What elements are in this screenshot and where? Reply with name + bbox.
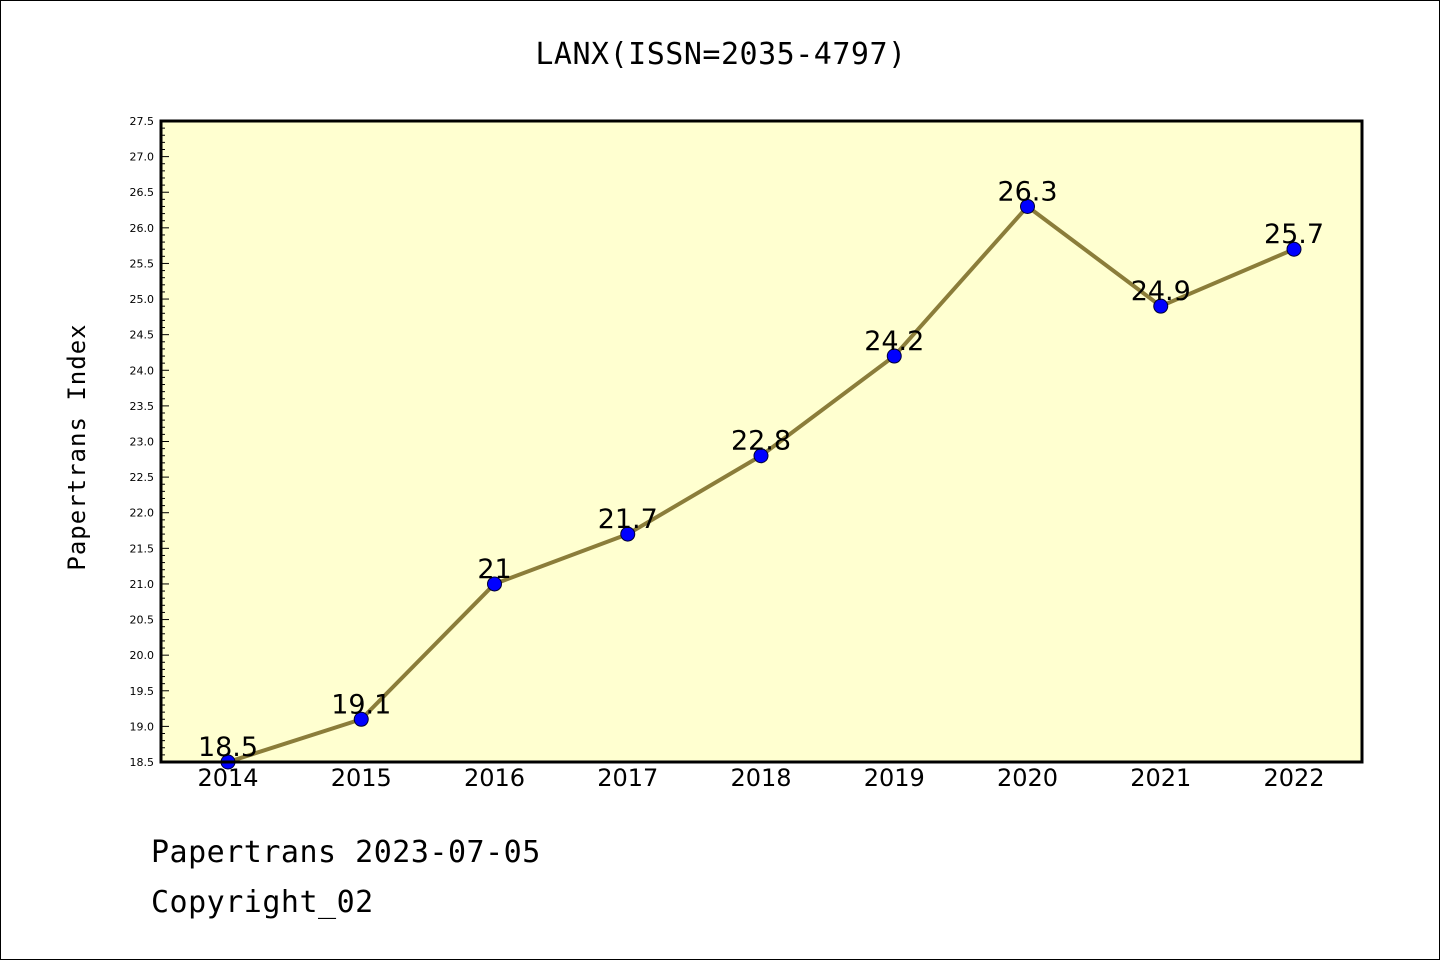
- data-point: [753, 448, 769, 464]
- y-tick-label: 20.5: [130, 614, 155, 627]
- y-tick-label: 26.0: [130, 222, 155, 235]
- y-tick-label: 24.0: [130, 364, 155, 377]
- y-tick-label: 23.0: [130, 436, 155, 449]
- y-tick-label: 26.5: [130, 186, 155, 199]
- footer-copyright: Copyright_02: [151, 885, 374, 920]
- x-tick-label: 2018: [730, 764, 791, 792]
- data-point: [1153, 298, 1169, 314]
- data-label: 26.3: [997, 176, 1057, 207]
- data-point: [886, 348, 902, 364]
- y-tick-label: 27.0: [130, 151, 155, 164]
- y-tick-label: 24.5: [130, 329, 155, 342]
- data-point: [487, 576, 502, 592]
- y-tick-label: 21.5: [130, 542, 155, 555]
- data-point: [1286, 241, 1302, 257]
- y-tick-label: 22.0: [130, 507, 155, 520]
- x-tick-label: 2020: [997, 764, 1058, 792]
- x-tick-label: 2016: [464, 764, 525, 792]
- x-tick-label: 2017: [597, 764, 658, 792]
- x-tick-label: 2022: [1263, 764, 1324, 792]
- footer-date: Papertrans 2023-07-05: [151, 835, 541, 870]
- y-tick-label: 23.5: [130, 400, 155, 413]
- data-label: 18.5: [198, 732, 258, 763]
- y-tick-label: 25.0: [130, 293, 155, 306]
- y-tick-label: 19.0: [130, 720, 155, 733]
- data-label: 25.7: [1264, 219, 1324, 250]
- data-point: [1020, 198, 1035, 214]
- y-tick-label: 20.0: [130, 649, 155, 662]
- y-tick-label: 25.5: [130, 257, 155, 270]
- data-label: 19.1: [331, 689, 391, 720]
- y-tick-label: 27.5: [130, 115, 155, 128]
- x-tick-label: 2021: [1130, 764, 1191, 792]
- y-tick-label: 18.5: [130, 756, 155, 769]
- data-point: [353, 711, 369, 727]
- x-tick-label: 2019: [864, 764, 925, 792]
- data-label: 21: [477, 554, 511, 585]
- plot-frame: [159, 119, 1364, 764]
- chart-title: LANX(ISSN=2035-4797): [535, 37, 907, 72]
- y-tick-label: 21.0: [130, 578, 155, 591]
- x-tick-label: 2015: [331, 764, 392, 792]
- data-label: 24.2: [864, 326, 924, 357]
- plot-area: [161, 121, 1362, 762]
- data-label: 21.7: [598, 504, 658, 535]
- y-tick-label: 22.5: [130, 471, 155, 484]
- y-tick-label: 19.5: [130, 685, 155, 698]
- data-label: 24.9: [1131, 276, 1191, 307]
- data-point: [620, 526, 636, 542]
- data-label: 22.8: [731, 426, 791, 457]
